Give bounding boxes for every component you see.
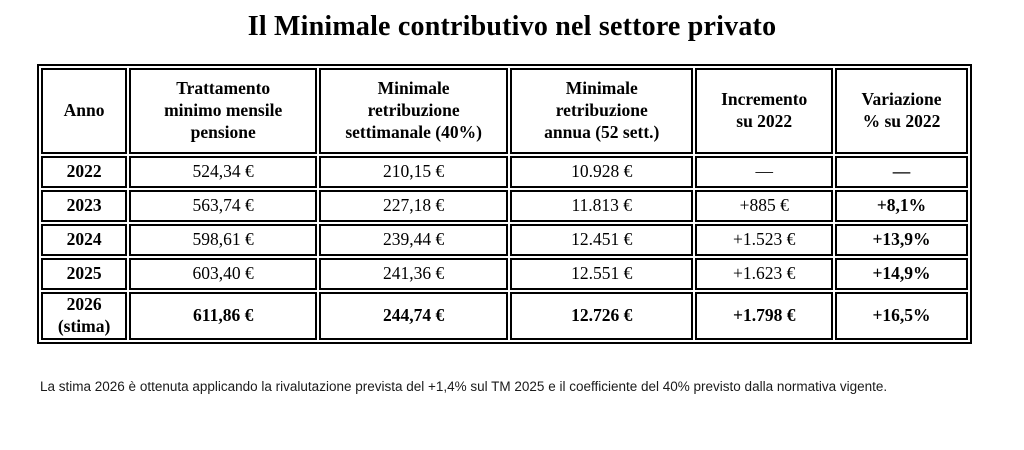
- cell-col-0: 2023: [41, 190, 128, 222]
- cell-col-0: 2026 (stima): [41, 292, 128, 340]
- table-row-2022: 2022 524,34 €210,15 €10.928 € — —: [41, 156, 968, 188]
- table-row-2023: 2023 563,74 €227,18 €11.813 € +885 € +8,1%: [41, 190, 968, 222]
- cell-col-4: +885 €: [695, 190, 833, 222]
- table-header-row: Anno Trattamento minimo mensile pensione Min…: [41, 68, 968, 154]
- column-header-line: pensione: [190, 121, 256, 142]
- table-row-2026: 2026 (stima) 611,86 €244,74 €12.726 € +1.7…: [41, 292, 968, 340]
- column-header-3: Minimale retribuzione annua (52 sett.): [510, 68, 694, 154]
- cell-col-0: 2022: [41, 156, 128, 188]
- column-header-line: settimanale (40%): [345, 121, 482, 142]
- cell-col-4: +1.523 €: [695, 224, 833, 256]
- column-header-4: Incremento su 2022: [695, 68, 833, 154]
- cell-col-3: 12.726 €: [510, 292, 694, 340]
- table-body: 2022 524,34 €210,15 €10.928 € — —2023 563,74…: [41, 156, 968, 340]
- cell-col-1: 563,74 €: [129, 190, 318, 222]
- cell-col-0: 2024: [41, 224, 128, 256]
- column-header-2: Minimale retribuzione settimanale (40%): [319, 68, 509, 154]
- cell-col-4: —: [695, 156, 833, 188]
- footnote: La stima 2026 è ottenuta applicando la r…: [40, 378, 888, 394]
- cell-col-2: 241,36 €: [319, 258, 509, 290]
- cell-col-0: 2025: [41, 258, 128, 290]
- column-header-line: retribuzione: [555, 100, 648, 121]
- column-header-line: su 2022: [736, 111, 793, 131]
- column-header-line: Variazione: [861, 89, 942, 110]
- table-row-2025: 2025 603,40 €241,36 €12.551 € +1.623 € +14,…: [41, 258, 968, 290]
- page: Il Minimale contributivo nel settore pri…: [0, 11, 1024, 398]
- cell-col-5: —: [835, 156, 968, 188]
- table-row-2024: 2024 598,61 €239,44 €12.451 € +1.523 € +13,…: [41, 224, 968, 256]
- cell-col-3: 11.813 €: [510, 190, 694, 222]
- cell-col-2: 227,18 €: [319, 190, 509, 222]
- cell-col-1: 524,34 €: [129, 156, 318, 188]
- column-header-5: Variazione% su 2022: [835, 68, 968, 154]
- cell-col-5: +8,1%: [835, 190, 968, 222]
- column-header-line: Trattamento: [176, 78, 271, 99]
- column-header-line: Anno: [63, 100, 105, 121]
- column-header-0: Anno: [41, 68, 128, 154]
- cell-col-3: 12.451 €: [510, 224, 694, 256]
- column-header-line: annua (52 sett.): [544, 121, 660, 142]
- column-header-line: Incremento: [721, 89, 808, 110]
- cell-col-3: 10.928 €: [510, 156, 694, 188]
- cell-col-3: 12.551 €: [510, 258, 694, 290]
- cell-col-2: 244,74 €: [319, 292, 509, 340]
- cell-col-5: +16,5%: [835, 292, 968, 340]
- cell-col-2: 210,15 €: [319, 156, 509, 188]
- cell-col-4: +1.623 €: [695, 258, 833, 290]
- cell-col-5: +14,9%: [835, 258, 968, 290]
- cell-col-1: 611,86 €: [129, 292, 318, 340]
- minimale-table: Anno Trattamento minimo mensile pensione Min…: [37, 64, 972, 344]
- column-header-line: % su 2022: [862, 111, 941, 131]
- column-header-line: retribuzione: [367, 100, 460, 121]
- cell-col-4: +1.798 €: [695, 292, 833, 340]
- column-header-line: Minimale: [565, 78, 638, 99]
- cell-col-1: 603,40 €: [129, 258, 318, 290]
- cell-col-2: 239,44 €: [319, 224, 509, 256]
- column-header-1: Trattamento minimo mensile pensione: [129, 68, 318, 154]
- column-header-line: Minimale: [377, 78, 450, 99]
- cell-col-5: +13,9%: [835, 224, 968, 256]
- page-title: Il Minimale contributivo nel settore pri…: [247, 11, 777, 42]
- column-header-line: minimo mensile: [164, 100, 283, 121]
- cell-col-1: 598,61 €: [129, 224, 318, 256]
